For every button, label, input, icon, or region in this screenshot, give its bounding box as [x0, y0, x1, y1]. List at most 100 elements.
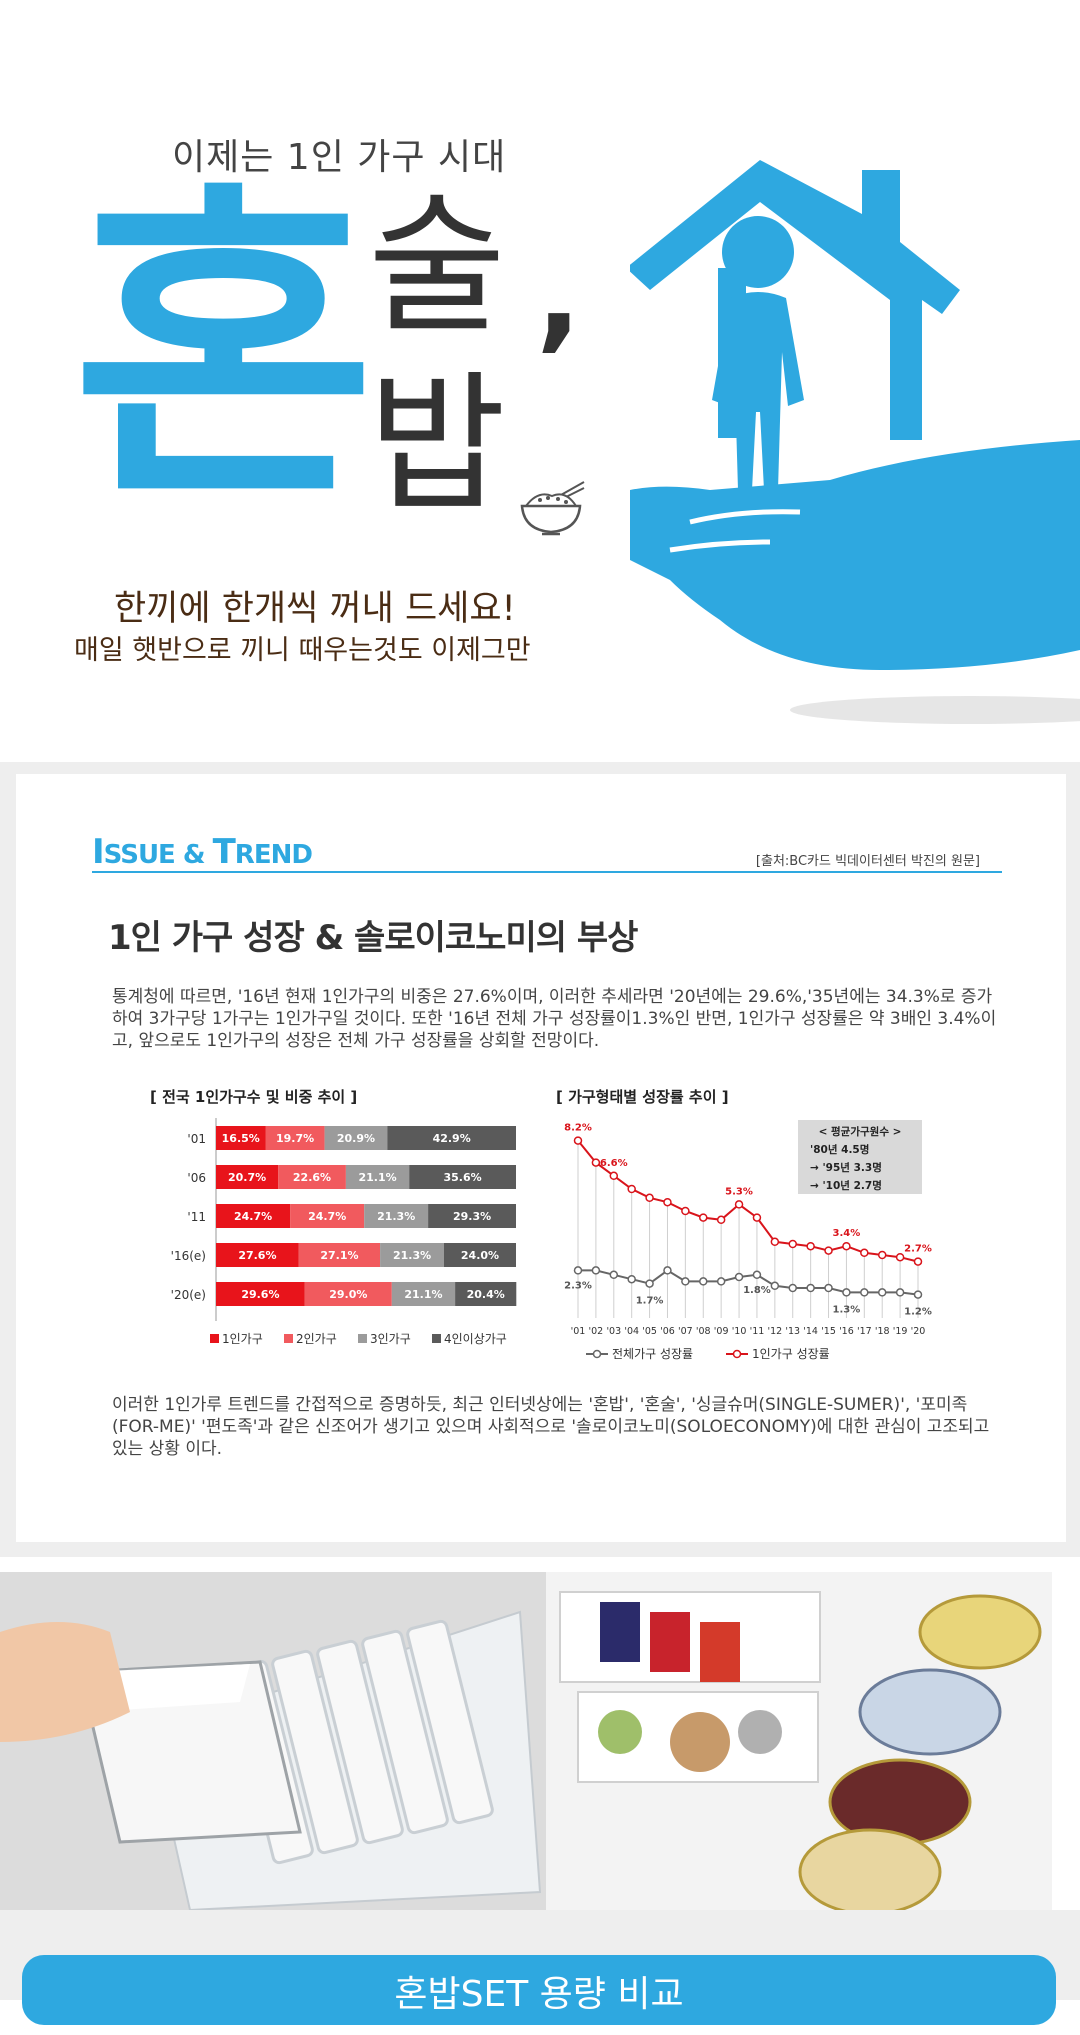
line-x-tick-label: '17	[857, 1326, 872, 1337]
hero-comma: ,	[536, 226, 582, 365]
line-point	[573, 1136, 583, 1145]
info-box-line: '80년 4.5명	[810, 1143, 869, 1156]
line-point	[842, 1288, 851, 1297]
line-point	[806, 1241, 815, 1251]
issue-trend-card: ISSUE & TREND [출처:BC카드 빅데이터센터 박진의 원문] 1인…	[16, 774, 1066, 1542]
line-x-tick-label: '05	[642, 1326, 657, 1337]
line-point	[913, 1257, 923, 1266]
line-x-tick-label: '08	[696, 1326, 711, 1337]
line-point	[824, 1283, 833, 1293]
info-box-line: → '10년 2.7명	[810, 1179, 882, 1192]
bar-category-label: '20(e)	[171, 1288, 206, 1302]
growth-rate-chart: '01'02'03'04'05'06'07'08'09'10'11'12'13 '…	[564, 1120, 932, 1361]
bar-data-label: 29.0%	[329, 1288, 367, 1301]
capacity-compare-section: 혼밥SET 용량 비교	[0, 1910, 1080, 2025]
line-data-label: 1.3%	[833, 1304, 861, 1315]
line-data-label: 6.6%	[600, 1158, 628, 1169]
line-point	[752, 1213, 762, 1222]
bar-data-label: 21.3%	[377, 1210, 415, 1223]
trend-paragraph-2: 이러한 1인가루 트렌드를 간접적으로 증명하듯, 최근 인터넷상에는 '혼밥'…	[112, 1395, 990, 1459]
issue-trend-section: ISSUE & TREND [출처:BC카드 빅데이터센터 박진의 원문] 1인…	[0, 762, 1080, 1557]
bar-legend-label: 2인가구	[296, 1332, 337, 1346]
bar-segment	[216, 1126, 266, 1150]
hero-big-hon: 혼	[72, 158, 376, 542]
bar-legend-swatch	[358, 1334, 367, 1343]
rice-container-rack	[0, 1610, 542, 1910]
bar-segment	[290, 1204, 365, 1228]
bar-data-label: 29.6%	[241, 1288, 279, 1301]
line-point	[860, 1288, 869, 1297]
bar-legend-swatch	[284, 1334, 293, 1343]
line-point	[877, 1288, 887, 1297]
bar-data-label: 24.0%	[461, 1249, 499, 1262]
line-legend-label: 전체가구 성장률	[612, 1347, 693, 1361]
line-data-label: 3.4%	[833, 1228, 861, 1239]
line-x-tick-label: '09	[714, 1326, 729, 1337]
line-point	[770, 1281, 780, 1291]
line-point	[788, 1283, 797, 1293]
line-x-tick-label: '06	[660, 1326, 675, 1337]
line-data-label: 1.8%	[743, 1285, 771, 1296]
line-point	[573, 1266, 583, 1275]
bar-segment	[387, 1126, 516, 1150]
line-legend-label: 1인가구 성장률	[752, 1347, 830, 1361]
growth-rate-chart-title: [ 가구형태별 성장률 추이 ]	[556, 1088, 729, 1106]
bar-data-label: 27.6%	[238, 1249, 276, 1262]
line-data-label: 1.7%	[636, 1296, 664, 1307]
bar-segment	[380, 1243, 444, 1267]
bar-data-label: 29.3%	[453, 1210, 491, 1223]
bar-data-label: 42.9%	[433, 1132, 471, 1145]
line-point	[591, 1158, 601, 1167]
bar-segment	[304, 1282, 392, 1306]
capacity-compare-button[interactable]: 혼밥SET 용량 비교	[22, 1955, 1056, 2025]
line-point	[895, 1288, 905, 1297]
line-x-tick-label: '04	[624, 1326, 639, 1337]
household-share-chart: '01 16.5% 19.7% 20.9% 42.9% '06 20.7% 22.6% 21.1…	[171, 1118, 517, 1346]
line-point	[663, 1197, 672, 1207]
bar-data-label: 27.1%	[320, 1249, 358, 1262]
bar-segment	[298, 1243, 381, 1267]
hero-big-bap: 밥	[368, 358, 507, 532]
bar-data-label: 21.1%	[404, 1288, 442, 1301]
line-data-label: 2.7%	[904, 1244, 932, 1255]
bar-legend-label: 3인가구	[370, 1332, 411, 1346]
bar-data-label: 24.7%	[234, 1210, 272, 1223]
bar-segment	[278, 1165, 346, 1189]
line-point	[895, 1252, 905, 1262]
line-point	[877, 1250, 887, 1260]
trend-paragraph-1: 통계청에 따르면, '16년 현재 1인가구의 비중은 27.6%이며, 이러한…	[112, 987, 997, 1051]
info-box	[798, 1120, 922, 1194]
line-x-tick-label: '10	[732, 1326, 747, 1337]
line-point	[681, 1277, 690, 1286]
source-note: [출처:BC카드 빅데이터센터 박진의 원문]	[755, 854, 980, 869]
bar-segment	[216, 1204, 291, 1228]
line-point	[681, 1206, 690, 1216]
line-x-tick-label: '03	[606, 1326, 621, 1337]
line-legend-marker	[732, 1349, 742, 1359]
bar-data-label: 21.3%	[393, 1249, 431, 1262]
bar-data-label: 16.5%	[222, 1132, 260, 1145]
bar-segment	[216, 1282, 305, 1306]
bar-data-label: 24.7%	[308, 1210, 346, 1223]
line-point	[842, 1241, 851, 1251]
line-point	[627, 1274, 636, 1284]
line-point	[806, 1283, 815, 1293]
bar-category-label: '06	[187, 1171, 206, 1185]
line-point	[734, 1200, 744, 1209]
line-point	[699, 1277, 708, 1286]
line-point	[770, 1237, 780, 1247]
title-divider	[92, 871, 1002, 873]
hero-headline: 한끼에 한개씩 꺼내 드세요!	[114, 589, 516, 629]
bar-legend-label: 1인가구	[222, 1332, 263, 1346]
bar-legend-swatch	[210, 1334, 219, 1343]
line-point	[609, 1171, 619, 1181]
bar-segment	[345, 1165, 410, 1189]
line-data-label: 1.2%	[904, 1307, 932, 1318]
line-x-tick-label: '13	[785, 1326, 800, 1337]
household-share-chart-title: [ 전국 1인가구수 및 비중 추이 ]	[150, 1088, 358, 1106]
line-data-label: 5.3%	[725, 1186, 753, 1197]
line-point	[824, 1246, 833, 1255]
fridge-photo	[0, 1572, 1052, 1910]
rice-bowl-icon	[520, 481, 585, 536]
